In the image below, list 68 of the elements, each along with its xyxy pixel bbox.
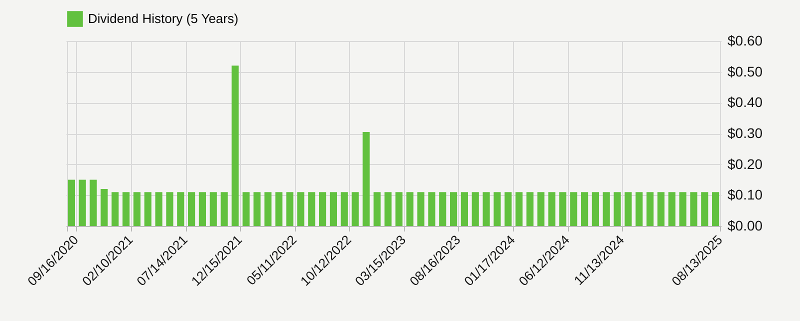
bar — [460, 192, 468, 226]
bar — [679, 192, 686, 226]
bar — [690, 192, 698, 226]
bar — [242, 192, 250, 226]
bar — [559, 192, 566, 226]
bar — [254, 192, 261, 226]
bar — [548, 192, 556, 226]
bar — [362, 132, 370, 226]
bar — [188, 192, 196, 226]
bar — [712, 192, 720, 226]
y-tick-label: $0.20 — [728, 156, 763, 172]
bar — [614, 192, 621, 226]
bar — [537, 192, 544, 226]
bar — [220, 192, 228, 226]
bar — [701, 192, 708, 226]
y-tick-label: $0.60 — [728, 32, 763, 48]
y-tick-label: $0.50 — [728, 63, 763, 80]
bar — [232, 66, 239, 226]
bar — [504, 192, 512, 226]
bar — [646, 192, 654, 226]
y-tick-label: $0.40 — [728, 94, 763, 110]
bar — [275, 192, 282, 226]
bar — [122, 192, 130, 226]
bar — [155, 192, 162, 226]
bar — [592, 192, 599, 226]
bar — [308, 192, 316, 226]
bar — [68, 180, 75, 226]
bar — [112, 192, 119, 226]
bar — [494, 192, 501, 226]
bar — [340, 192, 348, 226]
bar — [144, 192, 152, 226]
bar — [668, 192, 676, 226]
bar — [526, 192, 534, 226]
bar — [439, 192, 446, 226]
bar — [166, 192, 174, 226]
bar — [210, 192, 217, 226]
bar — [100, 189, 108, 226]
bar — [516, 192, 523, 226]
bar — [472, 192, 479, 226]
y-tick-label: $0.00 — [728, 218, 763, 234]
bar — [384, 192, 392, 226]
bar — [374, 192, 381, 226]
bar — [198, 192, 206, 226]
bar — [624, 192, 632, 226]
legend-label: Dividend History (5 Years) — [88, 11, 238, 26]
bar — [264, 192, 272, 226]
bar — [417, 192, 424, 226]
bar — [570, 192, 578, 226]
bar — [286, 192, 294, 226]
bar — [352, 192, 359, 226]
bar — [406, 192, 414, 226]
y-tick-label: $0.10 — [728, 186, 763, 203]
bar — [657, 192, 664, 226]
bar — [78, 180, 86, 226]
bar — [395, 192, 402, 226]
bar — [177, 192, 184, 226]
bar — [581, 192, 588, 226]
bar — [297, 192, 304, 226]
bar — [133, 192, 140, 226]
y-tick-label: $0.30 — [728, 125, 763, 141]
bar — [428, 192, 436, 226]
bar — [90, 180, 97, 226]
bar — [319, 192, 326, 226]
bar — [602, 192, 610, 226]
bar — [636, 192, 643, 226]
bar — [450, 192, 458, 226]
bar — [330, 192, 337, 226]
bar — [482, 192, 490, 226]
